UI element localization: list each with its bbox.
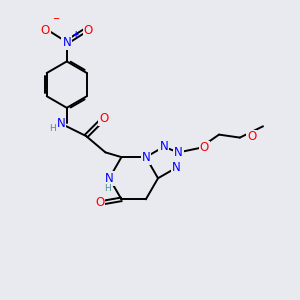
- Text: O: O: [41, 24, 50, 37]
- Text: O: O: [200, 142, 209, 154]
- Text: +: +: [72, 30, 78, 39]
- Text: N: N: [105, 172, 114, 185]
- Text: N: N: [172, 161, 180, 174]
- Text: N: N: [56, 117, 65, 130]
- Text: H: H: [50, 124, 56, 133]
- Text: O: O: [84, 24, 93, 37]
- Text: O: O: [95, 196, 104, 209]
- Text: −: −: [52, 14, 59, 23]
- Text: O: O: [247, 130, 256, 143]
- Text: N: N: [174, 146, 183, 159]
- Text: N: N: [159, 140, 168, 153]
- Text: N: N: [62, 36, 71, 49]
- Text: H: H: [104, 184, 111, 193]
- Text: N: N: [142, 151, 150, 164]
- Text: O: O: [99, 112, 109, 125]
